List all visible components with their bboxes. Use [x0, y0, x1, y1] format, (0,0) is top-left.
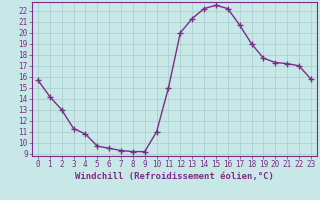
X-axis label: Windchill (Refroidissement éolien,°C): Windchill (Refroidissement éolien,°C) [75, 172, 274, 181]
